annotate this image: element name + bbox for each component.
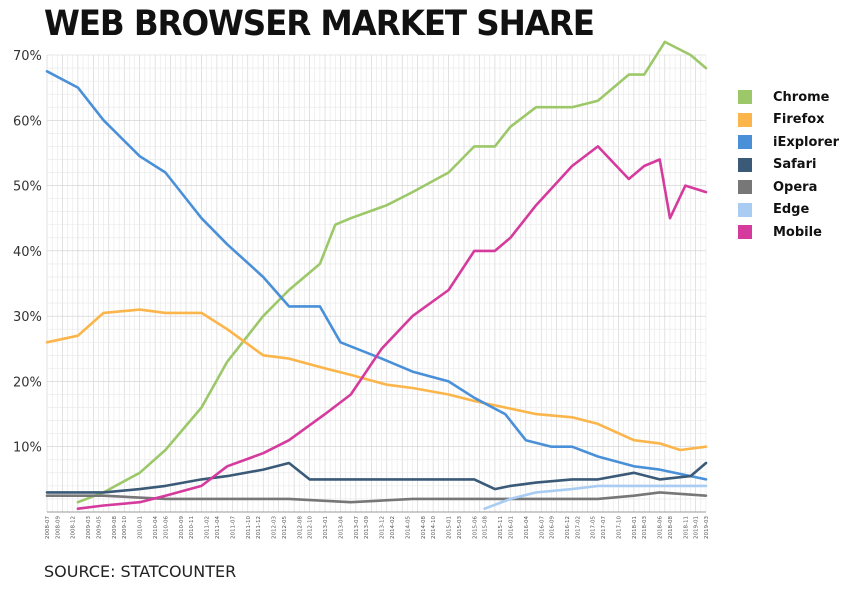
y-tick-label: 30% [13,310,42,325]
x-tick-label: 2015-08 [483,516,489,539]
series-line-mobile [76,145,708,510]
x-tick-label: 2014-08 [421,516,427,539]
source-note: SOURCE: STATCOUNTER [44,562,237,581]
legend-item-safari: Safari [738,154,839,177]
legend-swatch [738,135,752,150]
x-tick-label: 2009-10 [122,516,128,539]
x-tick-label: 2014-05 [405,516,411,539]
x-tick-label: 2016-09 [550,516,556,539]
x-tick-label: 2017-02 [575,516,581,539]
x-tick-label: 2008-09 [55,516,61,539]
legend-item-edge: Edge [738,199,839,222]
legend-swatch [738,202,752,217]
series-line-chrome [76,40,708,504]
x-tick-label: 2017-05 [591,516,597,539]
x-tick-label: 2010-04 [153,516,159,539]
x-tick-label: 2009-03 [86,516,92,539]
legend-item-iexplorer: iExplorer [738,131,839,154]
legend-swatch [738,90,752,105]
legend-item-firefox: Firefox [738,109,839,132]
chart-legend: Chrome Firefox iExplorer Safari Opera Edge Mob… [738,86,839,244]
legend-label: Opera [773,179,818,195]
series-line-edge [483,484,708,510]
x-tick-label: 2016-12 [565,516,571,539]
legend-swatch [738,225,752,240]
x-tick-label: 2019-01 [694,516,700,539]
legend-item-chrome: Chrome [738,86,839,109]
x-tick-label: 2011-04 [215,516,221,539]
x-axis: 2008-07 2008-09 2008-12 2009-03 2009-05 2009-… [45,516,710,539]
series-layer [45,40,708,510]
x-tick-label: 2009-05 [96,516,102,539]
x-tick-label: 2008-12 [71,516,77,539]
legend-swatch [738,180,752,195]
legend-label: iExplorer [773,134,840,150]
x-tick-label: 2014-10 [431,516,437,539]
y-tick-label: 70% [13,49,42,64]
x-tick-label: 2008-07 [45,516,51,539]
x-tick-label: 2011-10 [246,516,252,539]
y-tick-label: 60% [13,114,42,129]
x-tick-label: 2012-03 [272,516,278,539]
x-tick-label: 2011-02 [205,516,211,539]
x-tick-label: 2016-07 [539,516,545,539]
series-line-safari [45,461,708,494]
y-tick-label: 10% [13,441,42,456]
x-tick-label: 2015-11 [498,516,504,539]
x-tick-label: 2017-07 [601,516,607,539]
chart-title: WEB BROWSER MARKET SHARE [44,4,595,44]
x-tick-label: 2018-03 [642,516,648,539]
x-tick-label: 2019-03 [704,516,710,539]
x-tick-label: 2013-12 [380,516,386,539]
x-tick-label: 2014-02 [390,516,396,539]
legend-label: Mobile [773,224,822,240]
y-tick-label: 40% [13,245,42,260]
y-tick-label: 20% [13,375,42,390]
x-tick-label: 2018-08 [668,516,674,539]
x-tick-label: 2012-08 [297,516,303,539]
x-tick-label: 2009-08 [112,516,118,539]
x-tick-label: 2010-09 [179,516,185,539]
x-tick-label: 2015-01 [447,516,453,539]
legend-label: Chrome [773,89,830,105]
x-tick-label: 2013-09 [364,516,370,539]
x-tick-label: 2018-01 [632,516,638,539]
x-tick-label: 2011-07 [230,516,236,539]
chart-grid [46,54,707,513]
series-line-opera [45,491,708,504]
x-tick-label: 2016-01 [508,516,514,539]
x-tick-label: 2013-01 [323,516,329,539]
x-tick-label: 2010-06 [163,516,169,539]
x-tick-label: 2012-10 [308,516,314,539]
x-tick-label: 2010-11 [189,516,195,539]
legend-item-opera: Opera [738,176,839,199]
legend-swatch [738,112,752,127]
x-tick-label: 2018-06 [658,516,664,539]
series-line-firefox [45,308,708,452]
x-tick-label: 2016-04 [524,516,530,539]
x-tick-label: 2013-07 [354,516,360,539]
legend-label: Safari [773,157,817,173]
y-axis: 10% 20% 30% 40% 50% 60% 70% [13,49,42,456]
x-tick-label: 2011-12 [256,516,262,539]
x-tick-label: 2017-10 [616,516,622,539]
x-tick-label: 2018-11 [683,516,689,539]
legend-label: Edge [773,202,810,218]
y-tick-label: 50% [13,180,42,195]
series-line-iexplorer [45,70,708,481]
x-tick-label: 2013-04 [338,516,344,539]
legend-label: Firefox [773,112,825,128]
x-tick-label: 2015-03 [457,516,463,539]
x-tick-label: 2015-06 [472,516,478,539]
x-tick-label: 2010-01 [138,516,144,539]
x-tick-label: 2012-05 [282,516,288,539]
legend-swatch [738,157,752,172]
legend-item-mobile: Mobile [738,221,839,244]
